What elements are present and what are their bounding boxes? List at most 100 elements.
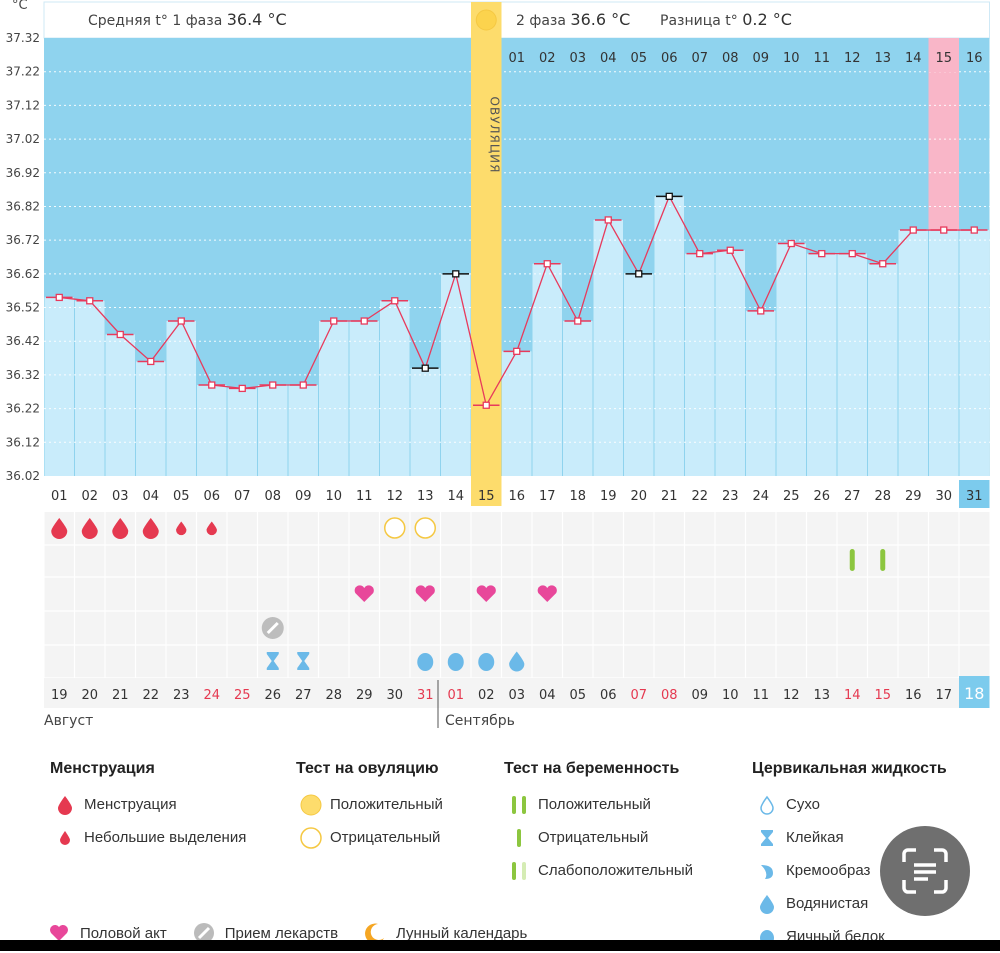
calendar-date-label: 06 bbox=[600, 688, 617, 703]
legend-item: Отрицательный bbox=[504, 821, 693, 854]
legend-title: Менструация bbox=[50, 760, 155, 777]
temperature-point bbox=[513, 347, 521, 355]
y-tick-label: 37.12 bbox=[6, 98, 40, 112]
temperature-point bbox=[970, 226, 978, 234]
cycle-day-label: 28 bbox=[874, 489, 891, 504]
scan-text-button[interactable] bbox=[880, 826, 970, 916]
bottom-legend: Половой акт Прием лекарств Лунный календ… bbox=[48, 922, 553, 944]
phase2-day-label: 09 bbox=[752, 51, 769, 66]
y-tick-label: 36.52 bbox=[6, 301, 40, 315]
cycle-day-label: 07 bbox=[234, 489, 251, 504]
cycle-day-label: 03 bbox=[112, 489, 129, 504]
calendar-date-label: 15 bbox=[874, 688, 891, 703]
legend-item: Половой акт bbox=[48, 922, 167, 944]
cycle-day-label: 17 bbox=[539, 489, 556, 504]
temperature-point bbox=[787, 239, 795, 248]
cycle-day-label: 31 bbox=[966, 489, 983, 504]
calendar-date-label: 11 bbox=[752, 688, 769, 703]
egg-white-fluid-icon bbox=[478, 653, 495, 671]
double-line-icon bbox=[504, 795, 534, 815]
cycle-day-label: 19 bbox=[600, 489, 617, 504]
phase1-value: 36.4 °C bbox=[226, 10, 287, 29]
temperature-point bbox=[909, 226, 917, 234]
calendar-date-label: 26 bbox=[264, 688, 281, 703]
y-tick-label: 36.72 bbox=[6, 233, 40, 247]
legend-item: Водянистая bbox=[752, 887, 947, 920]
calendar-date-label: 03 bbox=[508, 688, 525, 703]
today-highlight bbox=[959, 676, 990, 708]
cycle-day-label: 12 bbox=[386, 489, 403, 504]
temperature-point bbox=[452, 270, 460, 278]
menstruation-drop-icon bbox=[142, 518, 159, 539]
temperature-point bbox=[757, 307, 765, 315]
egg-white-fluid-icon bbox=[447, 653, 464, 671]
temperature-point bbox=[696, 249, 704, 258]
y-tick-label: 36.42 bbox=[6, 334, 40, 348]
bottom-bar bbox=[0, 940, 1000, 951]
phase1-label: Средняя t° 1 фаза bbox=[88, 13, 223, 29]
legend-title: Цервикальная жидкость bbox=[752, 760, 947, 777]
pregnancy-test-negative-icon bbox=[849, 549, 855, 571]
temperature-point bbox=[391, 297, 399, 305]
watery-drop-icon bbox=[752, 894, 782, 914]
heart-icon bbox=[537, 585, 557, 602]
heart-icon bbox=[476, 585, 496, 602]
temperature-bar bbox=[776, 243, 806, 476]
faint-line-icon bbox=[504, 861, 534, 881]
menstruation-drop-icon bbox=[51, 518, 68, 539]
y-tick-label: 36.02 bbox=[6, 469, 40, 483]
temperature-bar bbox=[715, 250, 745, 476]
legend-item: Прием лекарств bbox=[193, 922, 338, 944]
temperature-bar bbox=[532, 263, 562, 476]
legend-item: Отрицательный bbox=[296, 821, 443, 854]
y-tick-label: 37.02 bbox=[6, 132, 40, 146]
temperature-bar bbox=[929, 230, 959, 476]
menstruation-drop-icon bbox=[81, 518, 98, 539]
cycle-day-label: 16 bbox=[508, 489, 525, 504]
legend-item: Лунный календарь bbox=[364, 922, 527, 944]
cycle-day-label: 08 bbox=[264, 489, 281, 504]
blood-drop-icon bbox=[50, 795, 80, 815]
ovulation-label: ОВУЛЯЦИЯ bbox=[487, 97, 501, 174]
watery-fluid-icon bbox=[509, 651, 525, 672]
legend-item: Кремообраз bbox=[752, 854, 947, 887]
pink-day-header bbox=[928, 38, 959, 72]
temperature-point bbox=[116, 330, 124, 339]
temperature-bar bbox=[105, 334, 135, 476]
temperature-point bbox=[360, 317, 368, 325]
phase2-day-label: 03 bbox=[569, 51, 586, 66]
temperature-point bbox=[635, 270, 643, 278]
diff-value: 0.2 °C bbox=[742, 10, 792, 29]
pregnancy-test-negative-icon bbox=[880, 549, 886, 571]
cycle-day-label: 20 bbox=[630, 489, 647, 504]
calendar-date-label: 10 bbox=[722, 688, 739, 703]
temperature-bar bbox=[380, 300, 410, 476]
phase2-day-label: 12 bbox=[844, 51, 861, 66]
temperature-point bbox=[604, 216, 612, 224]
cycle-day-label: 13 bbox=[417, 489, 434, 504]
pill-icon-stroke bbox=[266, 621, 279, 635]
phase2-day-label: 07 bbox=[691, 51, 708, 66]
creamy-icon bbox=[752, 861, 782, 881]
cycle-day-label: 09 bbox=[295, 489, 312, 504]
current-day-highlight bbox=[959, 480, 990, 508]
temperature-bar bbox=[288, 385, 318, 476]
symbol-rows-bg bbox=[44, 512, 990, 678]
temperature-point bbox=[269, 381, 277, 389]
temperature-point bbox=[879, 260, 887, 268]
temperature-point bbox=[848, 249, 856, 258]
temperature-bar bbox=[410, 368, 440, 476]
month-label: Август bbox=[44, 713, 93, 729]
phase2-day-label: 15 bbox=[935, 51, 952, 66]
cycle-day-label: 29 bbox=[905, 489, 922, 504]
y-tick-label: 36.12 bbox=[6, 435, 40, 449]
sticky-fluid-icon bbox=[297, 652, 310, 670]
cycle-day-label: 22 bbox=[691, 489, 708, 504]
calendar-date-label: 02 bbox=[478, 688, 495, 703]
calendar-date-label: 08 bbox=[661, 688, 678, 703]
temperature-point bbox=[330, 317, 338, 325]
y-tick-label: 36.22 bbox=[6, 402, 40, 416]
cycle-day-label: 14 bbox=[447, 489, 464, 504]
legend-menstruation: Менструация Менструация Небольшие выделе… bbox=[50, 760, 246, 854]
temperature-bar bbox=[959, 230, 989, 476]
